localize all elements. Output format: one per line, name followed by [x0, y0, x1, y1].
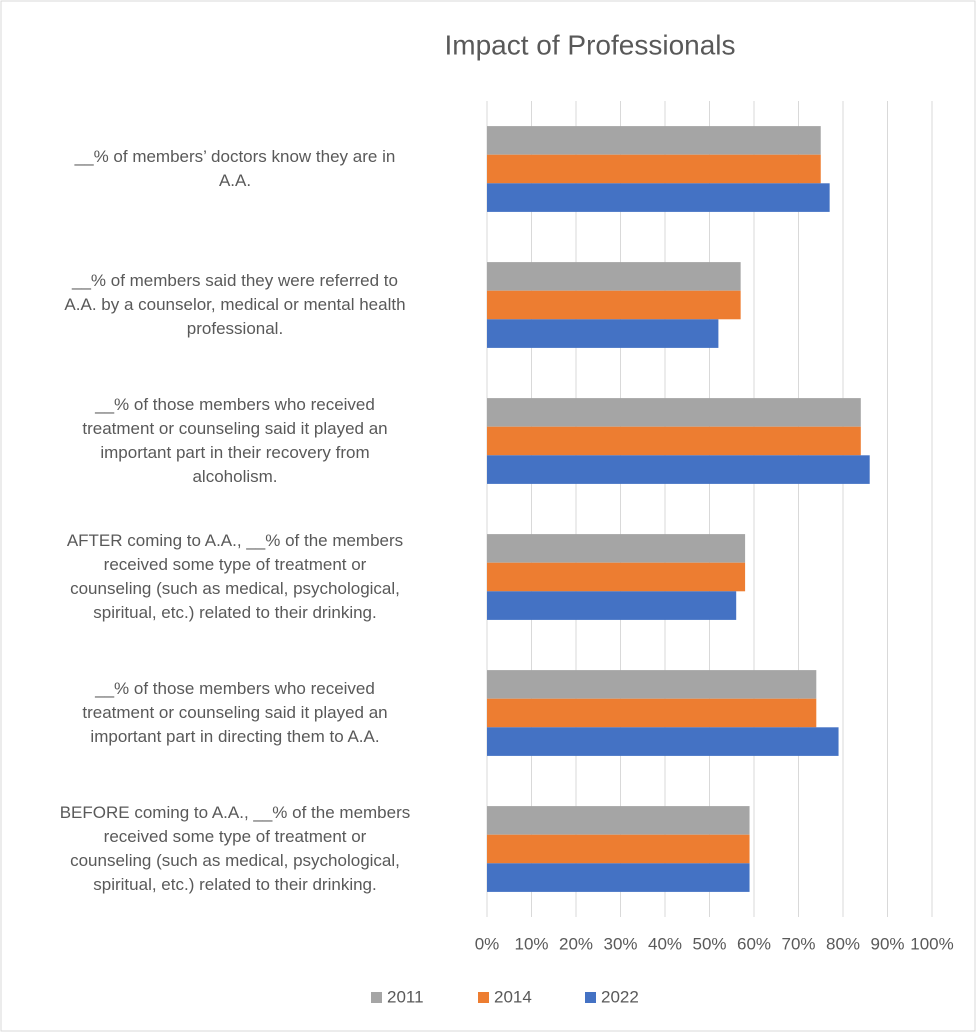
bar: [487, 863, 750, 892]
x-tick-label: 30%: [603, 934, 637, 953]
bar: [487, 183, 830, 212]
bar: [487, 806, 750, 835]
y-tick-label: BEFORE coming to A.A., __% of the member…: [59, 803, 411, 894]
legend-swatch: [478, 992, 489, 1003]
bar: [487, 562, 746, 592]
x-tick-label: 90%: [870, 934, 904, 953]
legend-swatch: [585, 992, 596, 1003]
bar: [487, 834, 750, 864]
y-tick-label: __% of members said they were referred t…: [64, 271, 406, 338]
legend-label: 2014: [494, 987, 532, 1006]
bar: [487, 698, 817, 728]
x-tick-label: 60%: [737, 934, 771, 953]
x-tick-label: 100%: [910, 934, 953, 953]
bar: [487, 670, 817, 699]
y-tick-label: __% of those members who received treatm…: [82, 679, 388, 746]
bar: [487, 534, 746, 563]
legend-label: 2022: [601, 987, 639, 1006]
bar: [487, 398, 861, 427]
legend-swatch: [371, 992, 382, 1003]
y-tick-label: AFTER coming to A.A., __% of the members…: [66, 531, 404, 622]
x-tick-label: 0%: [475, 934, 500, 953]
bar: [487, 319, 719, 348]
x-tick-label: 20%: [559, 934, 593, 953]
y-tick-label: __% of those members who received treatm…: [82, 395, 388, 486]
legend-label: 2011: [387, 987, 424, 1006]
y-tick-label: __% of members’ doctors know they are in…: [74, 147, 396, 190]
bar: [487, 727, 839, 756]
x-tick-label: 50%: [692, 934, 726, 953]
bar: [487, 455, 870, 484]
bar: [487, 126, 821, 155]
chart-title: Impact of Professionals: [444, 29, 735, 60]
bar: [487, 290, 741, 320]
bar: [487, 591, 737, 620]
x-tick-label: 10%: [514, 934, 548, 953]
bar: [487, 262, 741, 291]
x-tick-label: 40%: [648, 934, 682, 953]
bar: [487, 154, 821, 184]
x-tick-label: 80%: [826, 934, 860, 953]
bar: [487, 426, 861, 456]
x-tick-label: 70%: [781, 934, 815, 953]
